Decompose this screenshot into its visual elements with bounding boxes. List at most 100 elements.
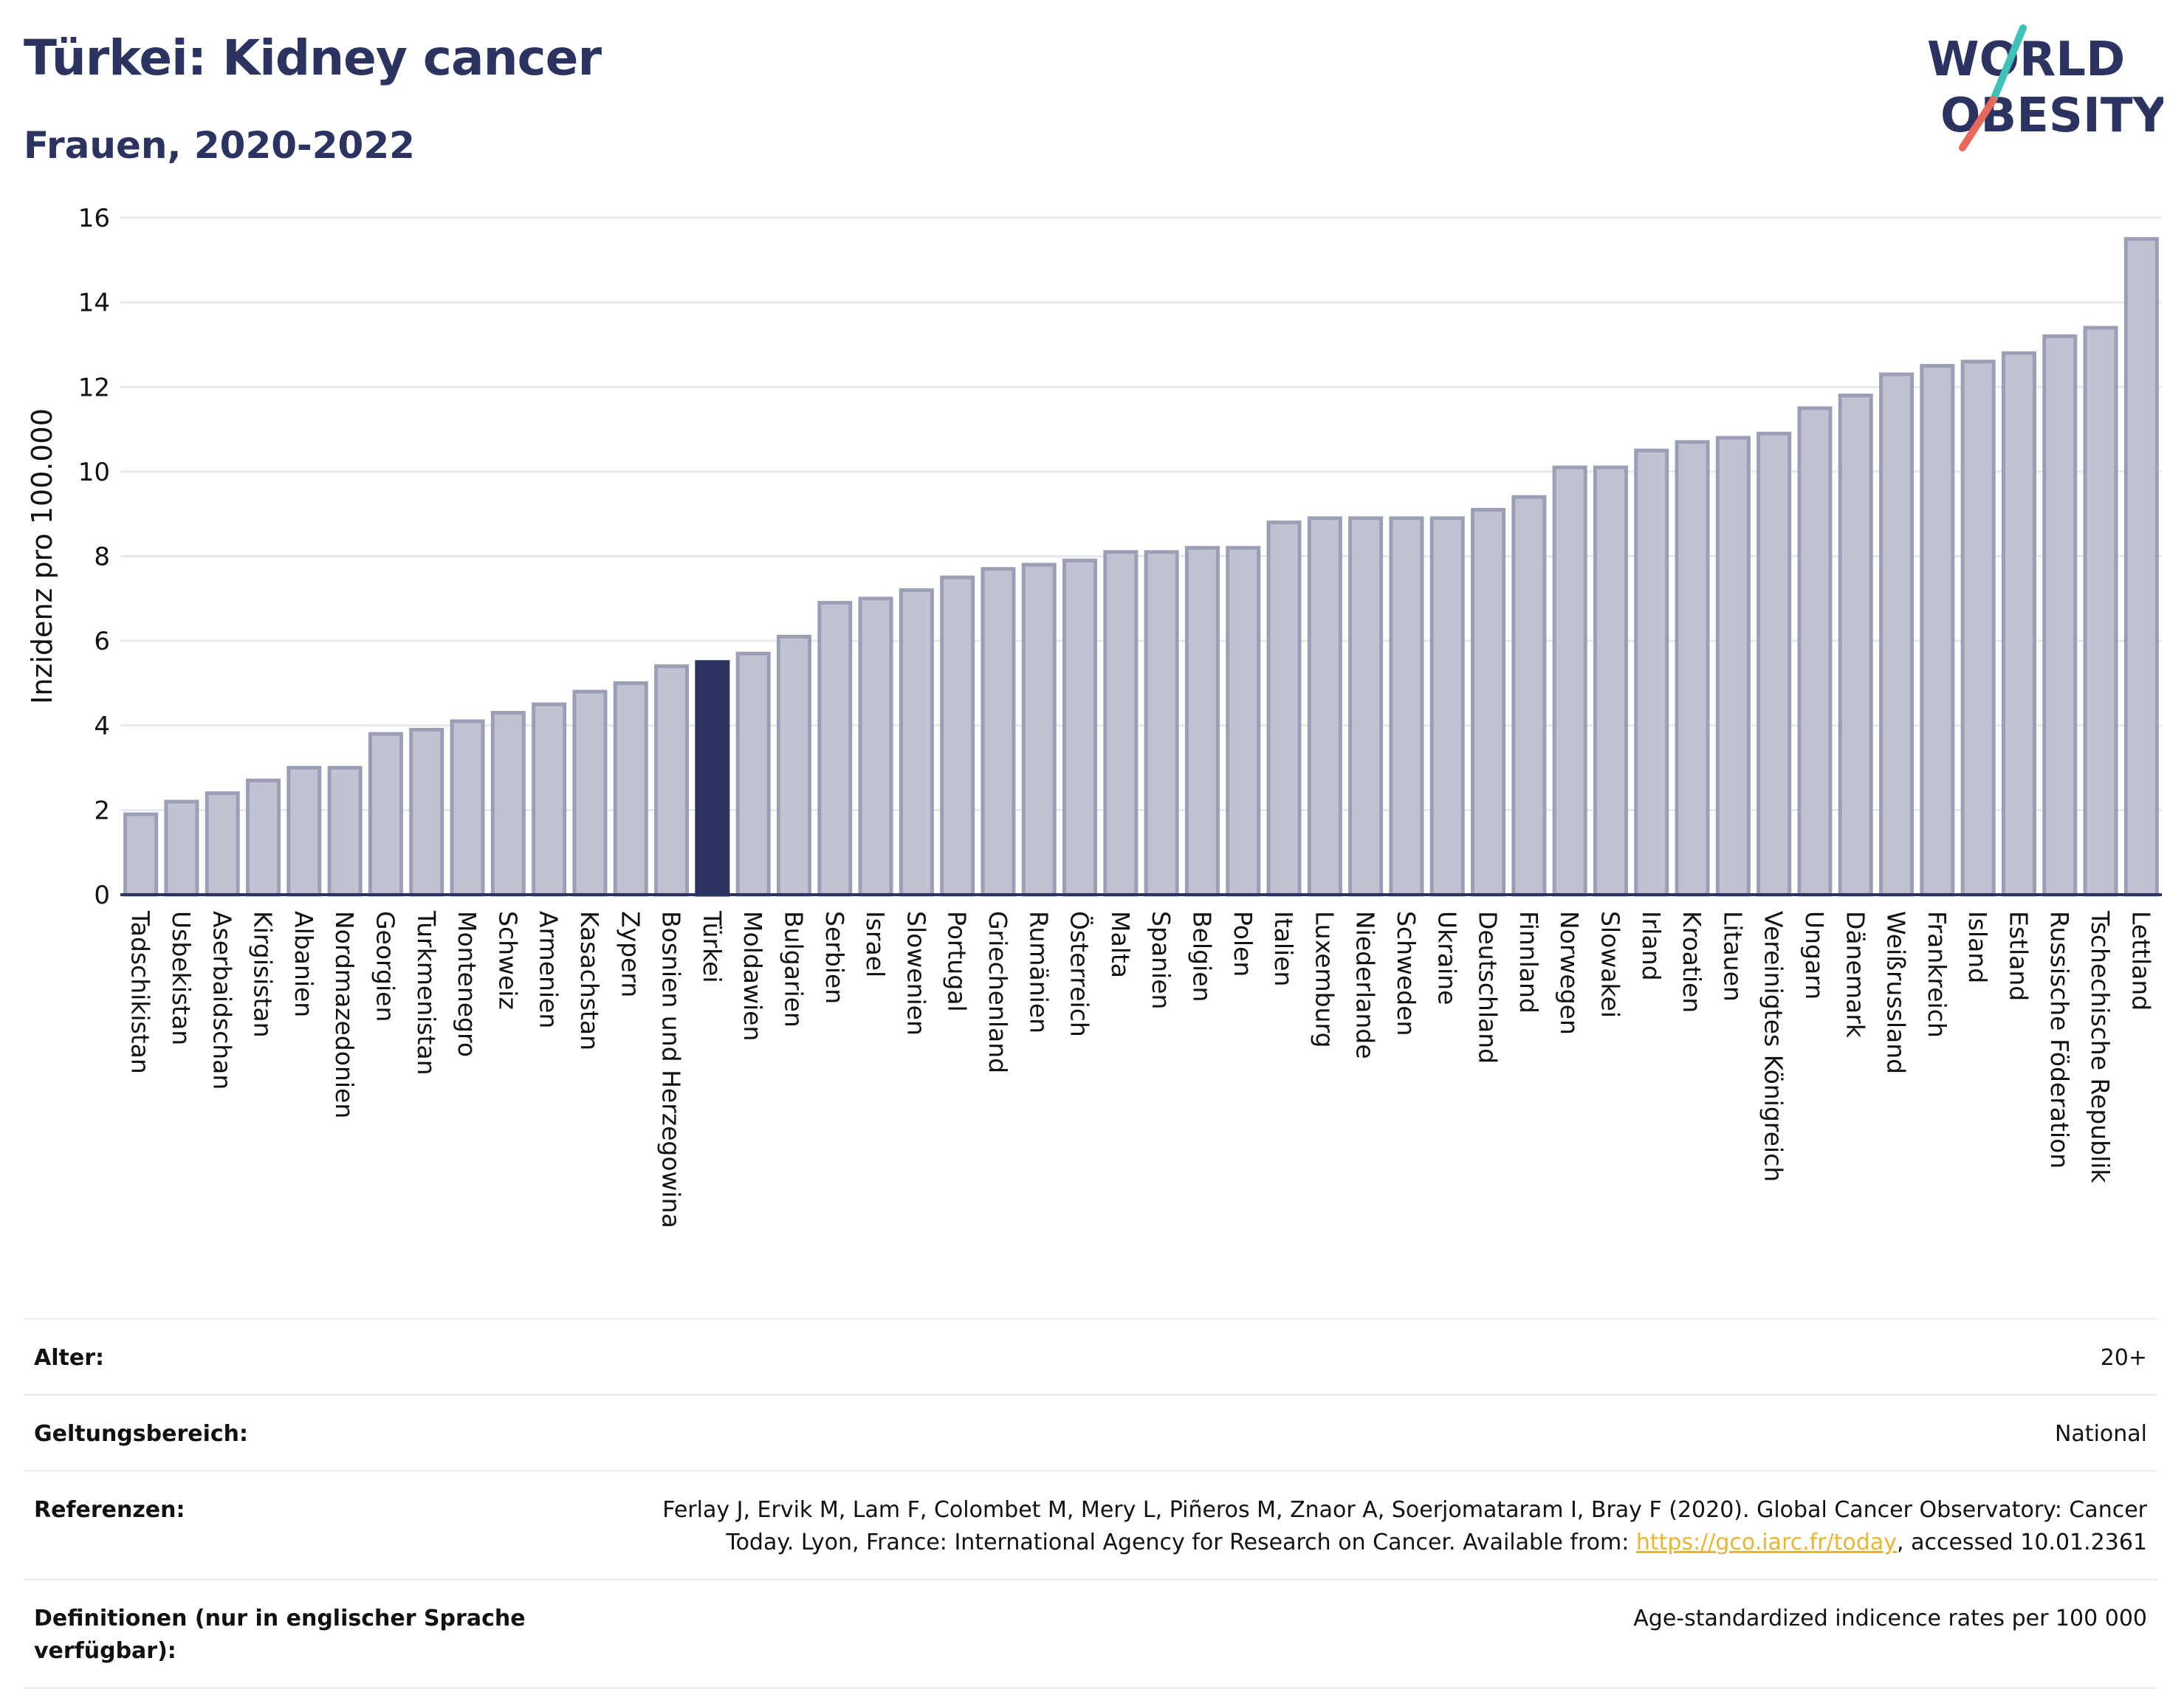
x-category-label: Polen	[1229, 911, 1257, 977]
meta-label: Definitionen (nur in englischer Sprache …	[34, 1606, 526, 1664]
bar	[1062, 558, 1098, 897]
chart-subtitle: Frauen, 2020-2022	[24, 124, 415, 167]
bar	[1715, 436, 1751, 897]
x-category-label: Tschechische Republik	[2086, 910, 2115, 1183]
bar	[858, 596, 893, 897]
meta-label: Alter:	[34, 1345, 104, 1371]
meta-value: National	[2054, 1421, 2147, 1447]
x-category-label: Ungarn	[1800, 911, 1829, 1000]
x-category-label: Island	[1963, 911, 1992, 983]
x-category-label: Turkmenistan	[412, 910, 441, 1076]
bar	[1634, 448, 1669, 897]
x-category-label: Malta	[1106, 911, 1135, 978]
logo-slash-bottom	[1959, 96, 1997, 151]
y-tick-label: 14	[78, 289, 110, 318]
x-category-label: Norwegen	[1555, 911, 1584, 1035]
x-category-label: Deutschland	[1474, 911, 1503, 1064]
bar-chart: 0 2 4 6 8 10 12 14 16 Tadschikistan Usbekistan Ase…	[26, 204, 2162, 1228]
x-category-label: Österreich	[1065, 911, 1095, 1037]
x-category-label: Weißrussland	[1882, 911, 1911, 1074]
bar	[613, 681, 648, 897]
x-category-label: Litauen	[1718, 911, 1747, 1002]
bar	[1103, 550, 1139, 897]
logo-line1: WORLD	[1927, 32, 2125, 87]
x-category-label: Georgien	[371, 911, 399, 1022]
y-tick-label: 0	[94, 881, 110, 910]
bar-highlighted	[695, 660, 730, 897]
bar	[409, 727, 444, 897]
x-category-label: Finnland	[1514, 911, 1543, 1014]
bar	[1797, 406, 1833, 897]
bar	[164, 799, 199, 897]
bar	[1511, 495, 1547, 897]
bar	[286, 766, 322, 897]
reference-text: Ferlay J, Ervik M, Lam F, Colombet M, Me…	[662, 1497, 2147, 1555]
x-category-label: Spanien	[1147, 911, 1175, 1009]
x-category-label: Dänemark	[1841, 911, 1869, 1039]
x-category-label: Rumänien	[1024, 911, 1053, 1033]
meta-value: 20+	[2100, 1345, 2147, 1371]
x-category-label: Griechenland	[983, 911, 1012, 1073]
x-category-label: Portugal	[943, 911, 972, 1012]
bar	[1307, 516, 1342, 897]
x-category-label: Schweiz	[493, 911, 522, 1010]
bar	[532, 702, 567, 897]
x-category-label: Albanien	[289, 911, 318, 1017]
bar	[1879, 372, 1915, 897]
x-category-label: Israel	[861, 911, 890, 977]
bar	[776, 634, 811, 897]
reference-link[interactable]: https://gco.iarc.fr/today	[1635, 1530, 1898, 1555]
bar	[2083, 326, 2118, 897]
bar	[1021, 563, 1057, 897]
bar	[940, 575, 975, 897]
x-category-label: Slowenien	[902, 911, 930, 1036]
x-category-label: Zypern	[616, 911, 645, 997]
bar	[205, 791, 240, 897]
bar	[123, 812, 159, 897]
bar	[1593, 465, 1628, 897]
meta-row-definitions: Definitionen (nur in englischer Sprache …	[24, 1578, 2157, 1689]
x-category-label: Armenien	[535, 911, 563, 1028]
reference-accessed: , accessed 10.01.2361	[1897, 1530, 2147, 1555]
x-category-label: Türkei	[698, 910, 727, 983]
bar	[1471, 507, 1506, 897]
x-category-label: Vereinigtes Königreich	[1759, 911, 1788, 1182]
bar	[1552, 465, 1587, 897]
bar	[1960, 360, 1996, 897]
y-tick-labels: 0 2 4 6 8 10 12 14 16	[78, 204, 110, 910]
y-tick-label: 16	[78, 204, 110, 233]
y-tick-label: 12	[78, 373, 110, 402]
meta-row-age: Alter: 20+	[24, 1318, 2157, 1394]
x-category-label: Schweden	[1392, 911, 1421, 1036]
x-category-labels: Tadschikistan Usbekistan Aserbaidschan Kirg…	[126, 910, 2156, 1228]
bar	[1429, 516, 1465, 897]
bar	[1226, 546, 1261, 897]
x-category-label: Bosnien und Herzegowina	[657, 911, 686, 1228]
x-category-label: Nordmazedonien	[330, 911, 359, 1118]
y-axis-title: Inzidenz pro 100.000	[26, 408, 58, 704]
y-tick-label: 8	[94, 543, 110, 572]
x-category-label: Bulgarien	[779, 911, 808, 1028]
bar	[2042, 334, 2078, 897]
x-category-label: Belgien	[1187, 911, 1216, 1002]
x-category-label: Tadschikistan	[126, 910, 155, 1074]
y-tick-label: 10	[78, 458, 110, 487]
bar	[981, 567, 1016, 897]
x-category-label: Kasachstan	[575, 911, 604, 1050]
metadata-table: Alter: 20+ Geltungsbereich: National Ref…	[24, 1318, 2157, 1689]
x-category-label: Montenegro	[453, 911, 481, 1057]
x-category-label: Ukraine	[1432, 911, 1461, 1005]
bar	[1920, 364, 1955, 897]
x-category-label: Slowakei	[1596, 911, 1624, 1018]
meta-label: Geltungsbereich:	[34, 1421, 249, 1447]
x-category-label: Lettland	[2126, 911, 2155, 1011]
x-category-label: Estland	[2004, 911, 2033, 1001]
x-category-label: Usbekistan	[167, 911, 196, 1045]
meta-value: Ferlay J, Ervik M, Lam F, Colombet M, Me…	[633, 1494, 2147, 1559]
bar	[368, 732, 403, 897]
y-tick-label: 6	[94, 627, 110, 656]
bar	[817, 601, 853, 897]
x-category-label: Irland	[1637, 911, 1666, 981]
y-tick-label: 4	[94, 712, 110, 741]
meta-label: Referenzen:	[34, 1497, 185, 1523]
